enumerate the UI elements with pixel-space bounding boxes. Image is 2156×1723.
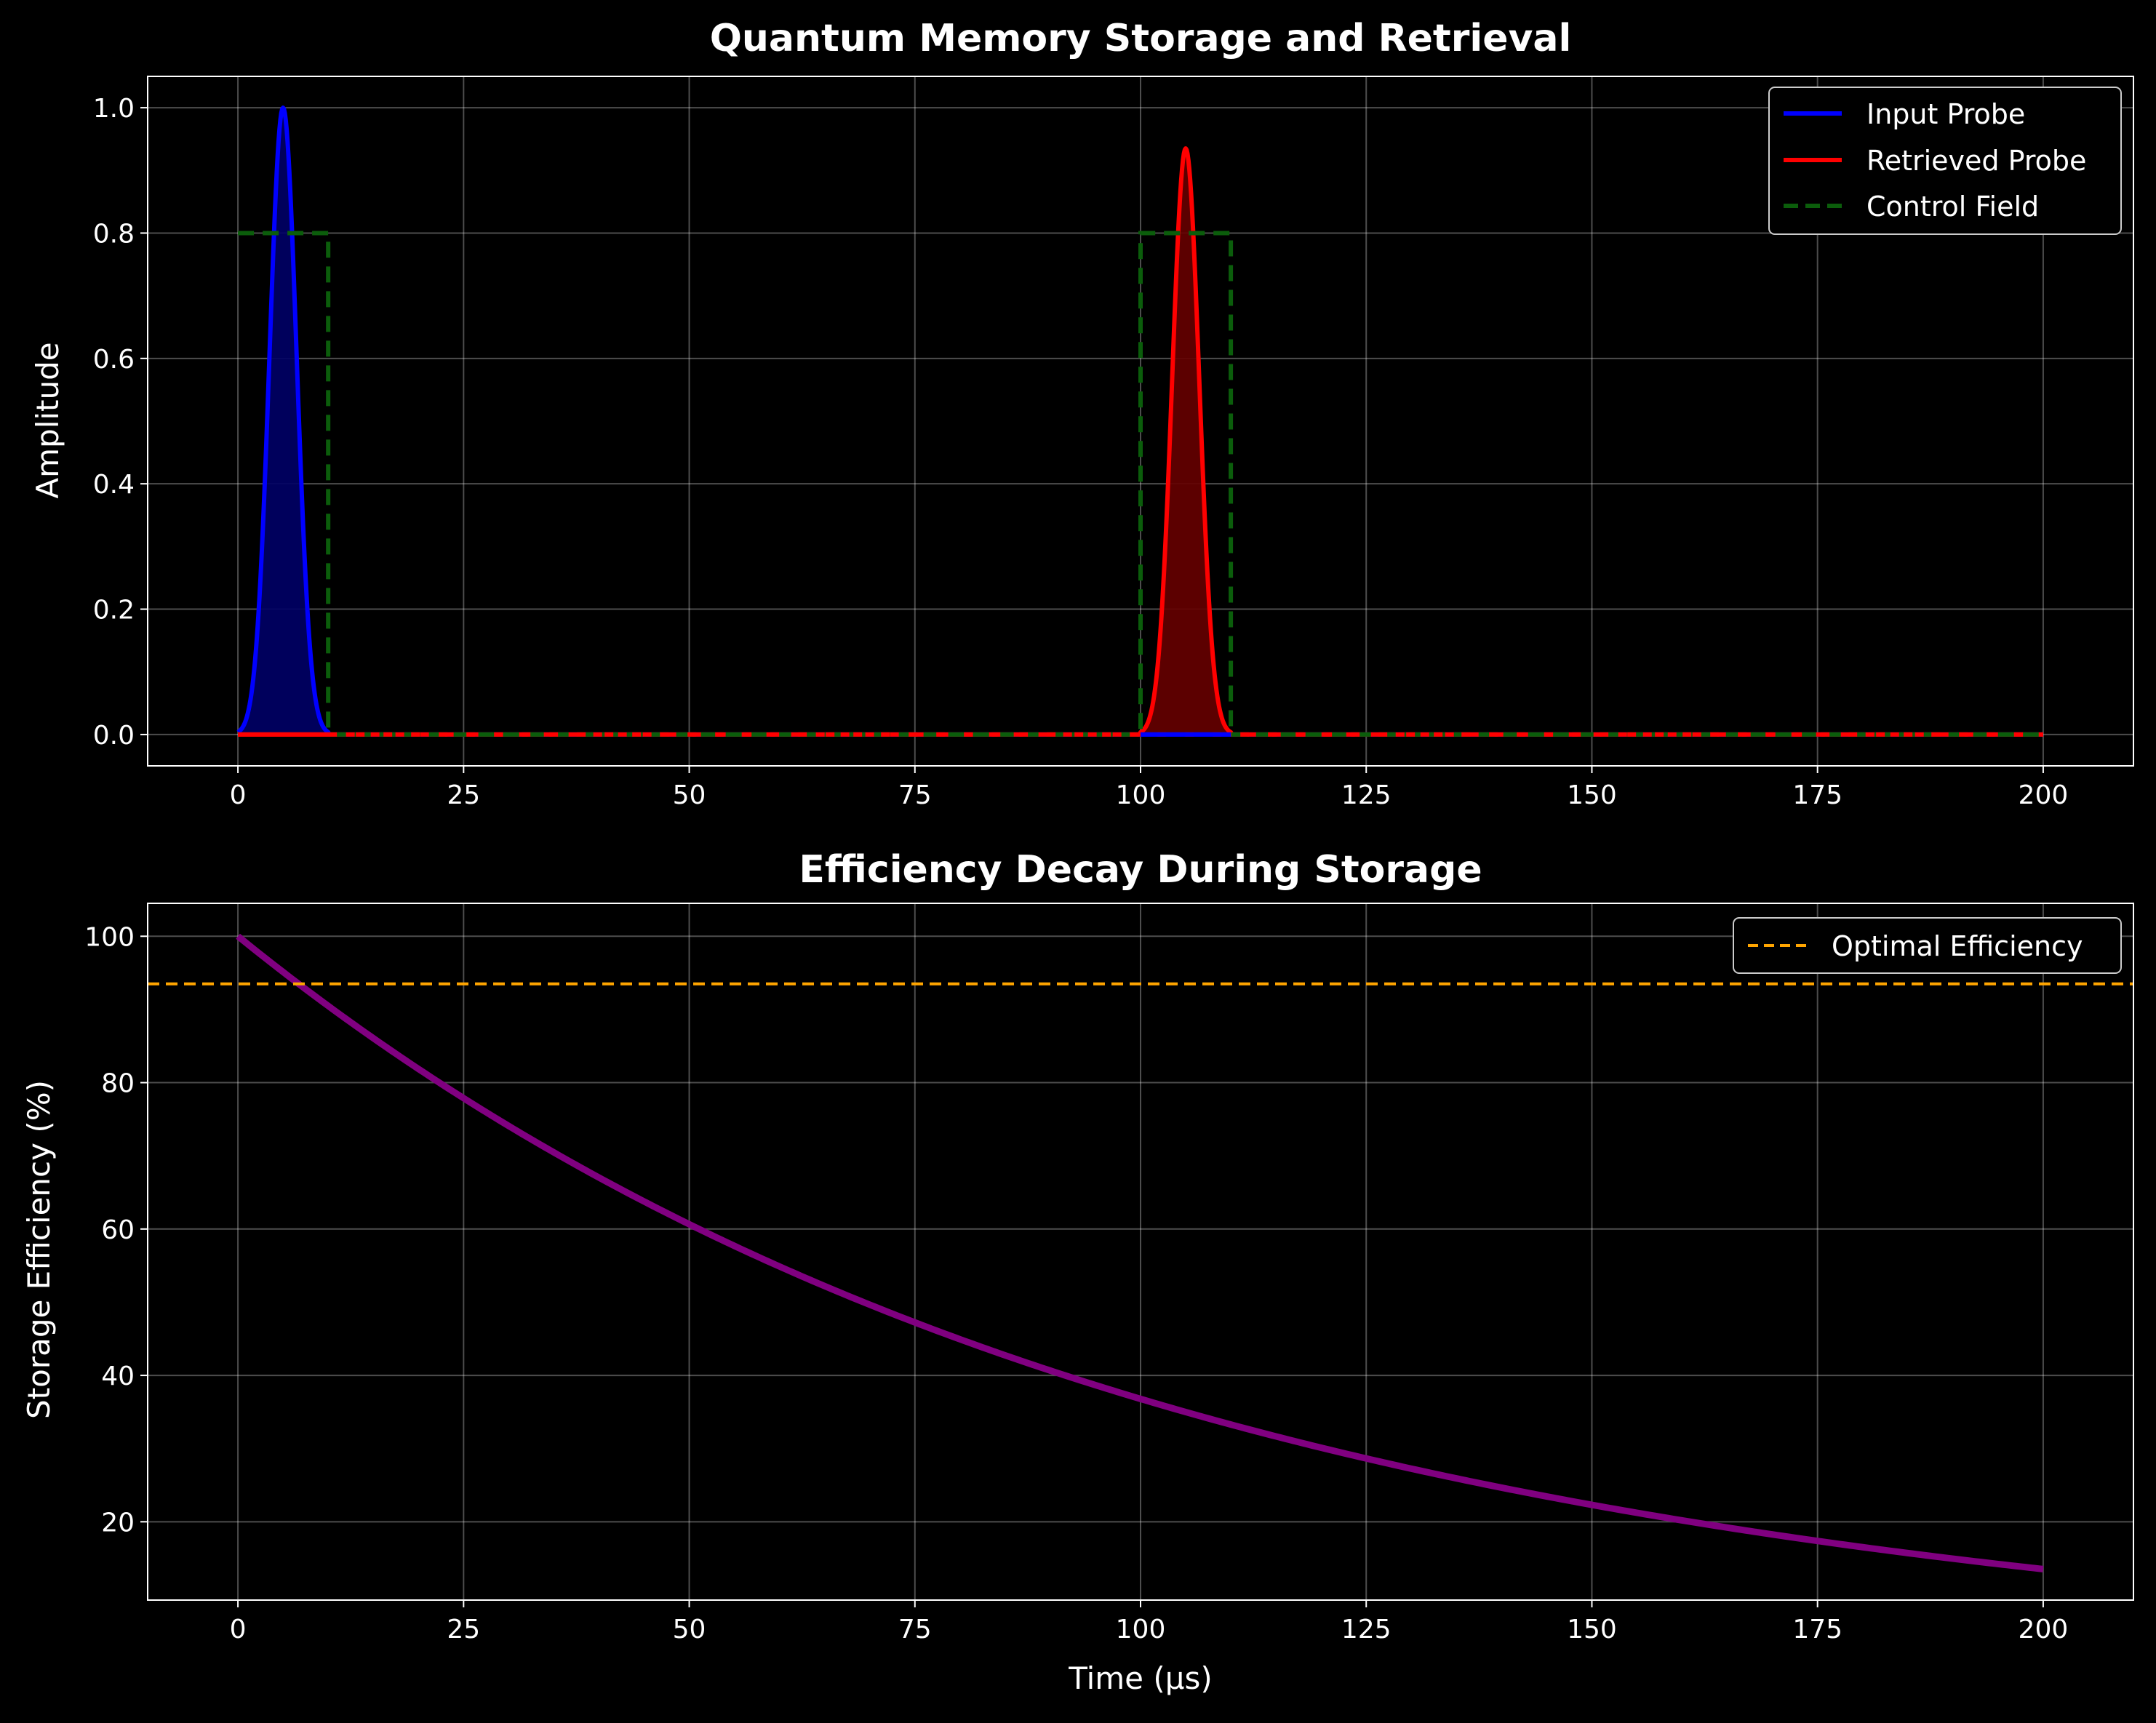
y-tick-label: 0.6	[93, 345, 135, 375]
plot-area	[236, 105, 2045, 737]
x-tick-label: 200	[2019, 780, 2069, 810]
x-tick-label: 75	[898, 780, 932, 810]
x-tick-label: 175	[1792, 780, 1842, 810]
y-tick-label: 100	[84, 922, 135, 952]
y-tick-label: 0.4	[93, 470, 135, 500]
chart-title: Efficiency Decay During Storage	[799, 848, 1482, 892]
legend-label-control-field: Control Field	[1866, 191, 2039, 223]
x-tick-label: 175	[1792, 1615, 1842, 1644]
retrieved-probe-fill	[1141, 148, 1231, 735]
x-tick-label: 25	[447, 1615, 480, 1644]
x-tick-label: 50	[673, 780, 706, 810]
input-probe-fill	[238, 108, 329, 735]
x-tick-label: 0	[230, 1615, 247, 1644]
chart-quantum-memory: Quantum Memory Storage and Retrieval Amp…	[30, 17, 2134, 810]
x-tick-label: 200	[2019, 1615, 2069, 1644]
y-tick-label: 20	[101, 1508, 135, 1538]
grid	[148, 903, 2133, 1600]
x-axis-label: Time (μs)	[1068, 1660, 1213, 1696]
legend-box	[1733, 917, 2122, 974]
tick-labels: 0 25 50 75 100 125 150 175 200 20 40 60 80 100	[84, 922, 2068, 1644]
y-tick-label: 40	[101, 1362, 135, 1391]
y-tick-label: 60	[101, 1215, 135, 1245]
legend-label-optimal-efficiency: Optimal Efficiency	[1832, 930, 2083, 962]
series-line-efficiency	[236, 933, 2044, 1572]
x-tick-label: 75	[898, 1615, 932, 1644]
y-tick-label: 1.0	[93, 94, 135, 124]
chart-title: Quantum Memory Storage and Retrieval	[710, 17, 1572, 60]
x-tick-label: 25	[447, 780, 480, 810]
x-tick-label: 100	[1116, 1615, 1166, 1644]
x-tick-label: 0	[230, 780, 247, 810]
tick-labels: 0 25 50 75 100 125 150 175 200 0.0 0.2 0.4 0.6 0.8 1.0	[93, 94, 2069, 810]
x-tick-label: 125	[1341, 780, 1392, 810]
y-tick-label: 0.2	[93, 596, 135, 625]
x-tick-label: 150	[1567, 780, 1617, 810]
y-tick-label: 0.8	[93, 219, 135, 249]
x-tick-label: 150	[1567, 1615, 1617, 1644]
legend: Input Probe Retrieved Probe Control Fiel…	[1768, 87, 2122, 235]
plot-area	[148, 933, 2133, 1572]
y-axis-label: Storage Efficiency (%)	[21, 1080, 57, 1419]
legend-box	[1768, 87, 2122, 235]
series-line-control-field	[238, 231, 2043, 737]
y-axis-label: Amplitude	[30, 342, 65, 498]
legend-label-input-probe: Input Probe	[1866, 98, 2025, 130]
chart-efficiency-decay: Efficiency Decay During Storage Storage …	[21, 848, 2134, 1696]
y-tick-label: 0.0	[93, 721, 135, 751]
x-tick-label: 50	[673, 1615, 706, 1644]
legend-label-retrieved-probe: Retrieved Probe	[1866, 145, 2086, 177]
x-tick-label: 100	[1116, 780, 1166, 810]
y-tick-label: 80	[101, 1069, 135, 1099]
legend: Optimal Efficiency	[1733, 917, 2122, 974]
x-tick-label: 125	[1341, 1615, 1392, 1644]
